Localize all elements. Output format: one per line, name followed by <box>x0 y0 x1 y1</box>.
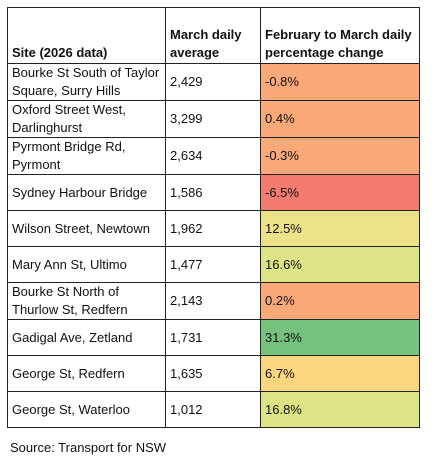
change-cell: 0.4% <box>260 100 420 138</box>
table-row: Mary Ann St, Ultimo 1,477 16.6% <box>7 246 420 283</box>
site-cell: George St, Redfern <box>7 355 166 392</box>
change-cell: 31.3% <box>260 319 420 356</box>
table-row: Bourke St South of Taylor Square, Surry … <box>7 63 420 101</box>
average-cell: 2,429 <box>165 63 261 101</box>
table-row: Oxford Street West, Darlinghurst 3,299 0… <box>7 100 420 138</box>
change-cell: -0.3% <box>260 137 420 175</box>
site-cell: Gadigal Ave, Zetland <box>7 319 166 356</box>
change-column-header: February to March daily percentage chang… <box>260 7 420 64</box>
table-row: Sydney Harbour Bridge 1,586 -6.5% <box>7 174 420 211</box>
change-cell: 16.8% <box>260 391 420 428</box>
average-cell: 3,299 <box>165 100 261 138</box>
table-row: Bourke St North of Thurlow St, Redfern 2… <box>7 282 420 320</box>
table-row: Wilson Street, Newtown 1,962 12.5% <box>7 210 420 247</box>
table-row: Pyrmont Bridge Rd, Pyrmont 2,634 -0.3% <box>7 137 420 175</box>
site-cell: Bourke St North of Thurlow St, Redfern <box>7 282 166 320</box>
average-cell: 2,143 <box>165 282 261 320</box>
average-cell: 1,012 <box>165 391 261 428</box>
average-cell: 2,634 <box>165 137 261 175</box>
change-cell: 16.6% <box>260 246 420 283</box>
site-cell: Sydney Harbour Bridge <box>7 174 166 211</box>
table-row: George St, Redfern 1,635 6.7% <box>7 355 420 392</box>
average-cell: 1,731 <box>165 319 261 356</box>
table-row: George St, Waterloo 1,012 16.8% <box>7 391 420 428</box>
average-cell: 1,477 <box>165 246 261 283</box>
change-cell: -6.5% <box>260 174 420 211</box>
average-column-header: March daily average <box>165 7 261 64</box>
site-column-header: Site (2026 data) <box>7 7 166 64</box>
site-cell: Oxford Street West, Darlinghurst <box>7 100 166 138</box>
source-note: Source: Transport for NSW <box>10 440 167 455</box>
change-cell: -0.8% <box>260 63 420 101</box>
change-cell: 0.2% <box>260 282 420 320</box>
site-cell: Mary Ann St, Ultimo <box>7 246 166 283</box>
site-cell: George St, Waterloo <box>7 391 166 428</box>
average-cell: 1,635 <box>165 355 261 392</box>
change-cell: 6.7% <box>260 355 420 392</box>
average-cell: 1,586 <box>165 174 261 211</box>
average-cell: 1,962 <box>165 210 261 247</box>
change-cell: 12.5% <box>260 210 420 247</box>
site-cell: Bourke St South of Taylor Square, Surry … <box>7 63 166 101</box>
table-row: Gadigal Ave, Zetland 1,731 31.3% <box>7 319 420 356</box>
table-header-row: Site (2026 data) March daily average Feb… <box>7 7 420 64</box>
site-traffic-table: Site (2026 data) March daily average Feb… <box>7 7 420 428</box>
site-cell: Wilson Street, Newtown <box>7 210 166 247</box>
site-cell: Pyrmont Bridge Rd, Pyrmont <box>7 137 166 175</box>
